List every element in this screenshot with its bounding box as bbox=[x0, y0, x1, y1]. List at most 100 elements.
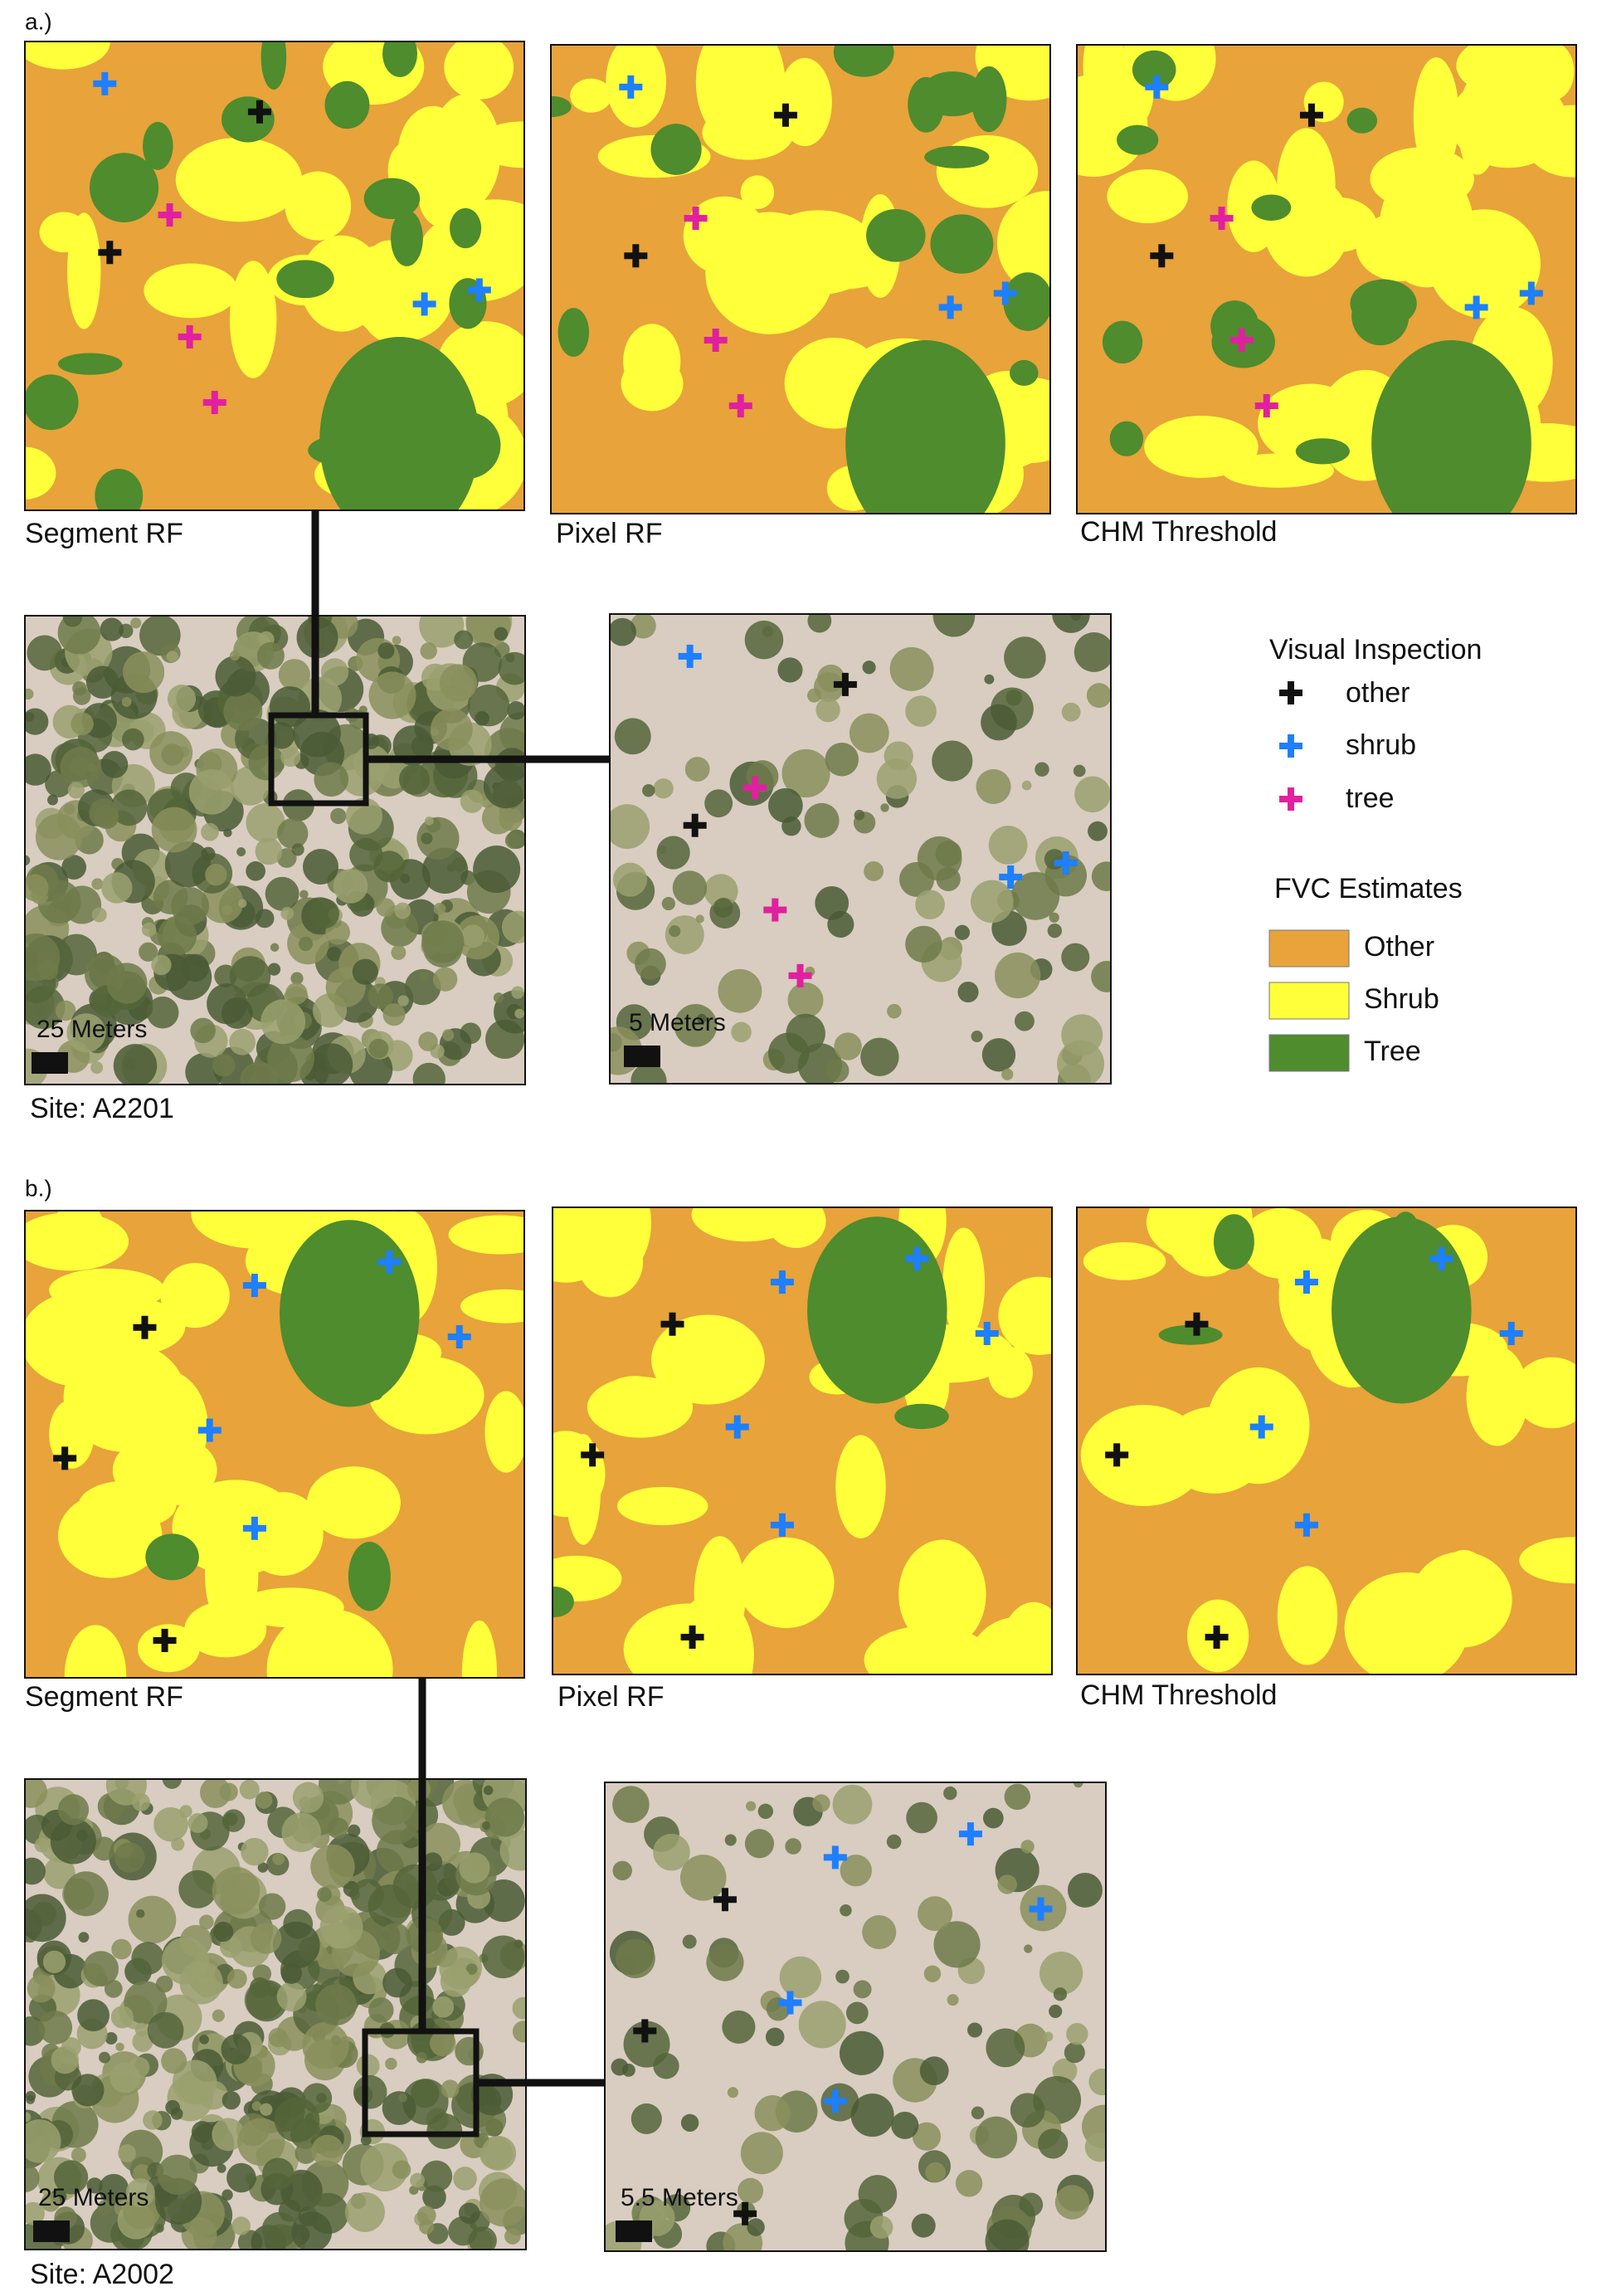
vegetation bbox=[132, 1792, 150, 1811]
vegetation bbox=[412, 1062, 446, 1085]
vegetation bbox=[55, 1000, 76, 1021]
vegetation bbox=[777, 657, 803, 683]
vegetation bbox=[745, 1801, 757, 1811]
vegetation bbox=[481, 1935, 525, 1979]
marker bbox=[1213, 1625, 1220, 1649]
vegetation bbox=[97, 2200, 114, 2216]
scale-label: 5 Meters bbox=[629, 1009, 726, 1036]
vegetation bbox=[25, 708, 49, 735]
marker bbox=[1288, 787, 1294, 811]
vegetation bbox=[293, 709, 341, 758]
vegetation bbox=[276, 1982, 307, 2012]
vegetation bbox=[713, 898, 733, 918]
marker bbox=[1007, 865, 1015, 889]
vegetation bbox=[504, 831, 523, 849]
class-tree bbox=[894, 1403, 949, 1430]
marker bbox=[913, 1246, 921, 1270]
vegetation bbox=[25, 2163, 40, 2192]
class-tree bbox=[845, 339, 1005, 514]
marker bbox=[712, 328, 719, 352]
vegetation bbox=[744, 1829, 775, 1859]
class-shrub bbox=[577, 1226, 644, 1298]
vegetation bbox=[1020, 1840, 1035, 1854]
vegetation bbox=[473, 846, 521, 894]
vegetation bbox=[432, 1996, 455, 2018]
vegetation bbox=[199, 2035, 209, 2045]
vegetation bbox=[25, 688, 34, 700]
class-tree bbox=[1117, 124, 1159, 155]
vegetation bbox=[295, 2142, 317, 2164]
map-frame bbox=[24, 41, 525, 511]
class-shrub bbox=[1513, 1357, 1576, 1429]
vegetation bbox=[115, 2042, 124, 2052]
vegetation bbox=[982, 1807, 1004, 1829]
marker bbox=[669, 1312, 676, 1336]
class-tree bbox=[143, 121, 173, 170]
class-shrub bbox=[623, 324, 681, 399]
map-title: Segment RF bbox=[25, 1681, 183, 1713]
marker bbox=[1193, 1312, 1200, 1336]
class-tree bbox=[145, 1533, 199, 1581]
vegetation bbox=[955, 2170, 983, 2197]
class-shrub bbox=[1162, 1406, 1267, 1494]
vegetation bbox=[302, 848, 339, 885]
class-tree bbox=[553, 1587, 574, 1617]
class-shrub bbox=[702, 105, 795, 160]
vegetation bbox=[469, 2226, 497, 2250]
vegetation bbox=[91, 878, 104, 890]
vegetation bbox=[226, 1968, 247, 1989]
vegetation bbox=[309, 1043, 353, 1085]
vegetation bbox=[54, 2160, 89, 2195]
marker bbox=[692, 207, 699, 231]
vegetation bbox=[25, 874, 49, 902]
vegetation bbox=[262, 2157, 295, 2191]
vegetation bbox=[1001, 1068, 1014, 1080]
vegetation bbox=[454, 630, 474, 650]
vegetation bbox=[815, 885, 850, 920]
legend-item: tree bbox=[1346, 782, 1395, 814]
scale-label: 25 Meters bbox=[38, 2184, 149, 2211]
vegetation bbox=[635, 948, 666, 980]
vegetation bbox=[360, 2134, 372, 2146]
vegetation bbox=[971, 1030, 983, 1043]
vegetation bbox=[99, 2051, 110, 2064]
legend-title: FVC Estimates bbox=[1274, 873, 1463, 904]
marker bbox=[1238, 328, 1245, 352]
vegetation bbox=[178, 1869, 217, 1908]
marker bbox=[1288, 681, 1294, 704]
vegetation bbox=[706, 1943, 744, 1982]
vegetation bbox=[674, 1004, 718, 1047]
marker bbox=[1302, 1513, 1310, 1537]
legend-swatch bbox=[1268, 929, 1350, 968]
vegetation bbox=[1044, 849, 1065, 870]
vegetation bbox=[205, 864, 227, 886]
vegetation bbox=[614, 718, 651, 755]
vegetation bbox=[419, 616, 465, 648]
class-tree bbox=[319, 336, 480, 510]
vegetation bbox=[653, 1833, 690, 1871]
vegetation bbox=[38, 2011, 73, 2045]
vegetation bbox=[971, 2106, 985, 2120]
class-shrub bbox=[160, 1263, 230, 1328]
vegetation bbox=[458, 2202, 480, 2225]
marker bbox=[831, 1845, 839, 1869]
vegetation bbox=[277, 817, 309, 850]
vegetation bbox=[77, 1999, 110, 2032]
vegetation bbox=[481, 2136, 517, 2172]
vegetation bbox=[25, 1894, 66, 1943]
vegetation bbox=[785, 1838, 801, 1855]
marker bbox=[772, 898, 779, 922]
legend-item: Shrub bbox=[1364, 983, 1439, 1015]
vegetation bbox=[424, 2018, 436, 2030]
vegetation bbox=[781, 748, 830, 798]
class-shrub bbox=[1107, 169, 1189, 224]
vegetation bbox=[114, 1842, 145, 1873]
class-shrub bbox=[1293, 197, 1377, 253]
vegetation bbox=[270, 943, 280, 952]
vegetation bbox=[317, 1887, 332, 1902]
class-tree bbox=[924, 145, 990, 168]
vegetation bbox=[255, 909, 275, 929]
vegetation bbox=[245, 2173, 257, 2185]
class-shrub bbox=[587, 1377, 694, 1438]
vegetation bbox=[179, 1961, 223, 2005]
